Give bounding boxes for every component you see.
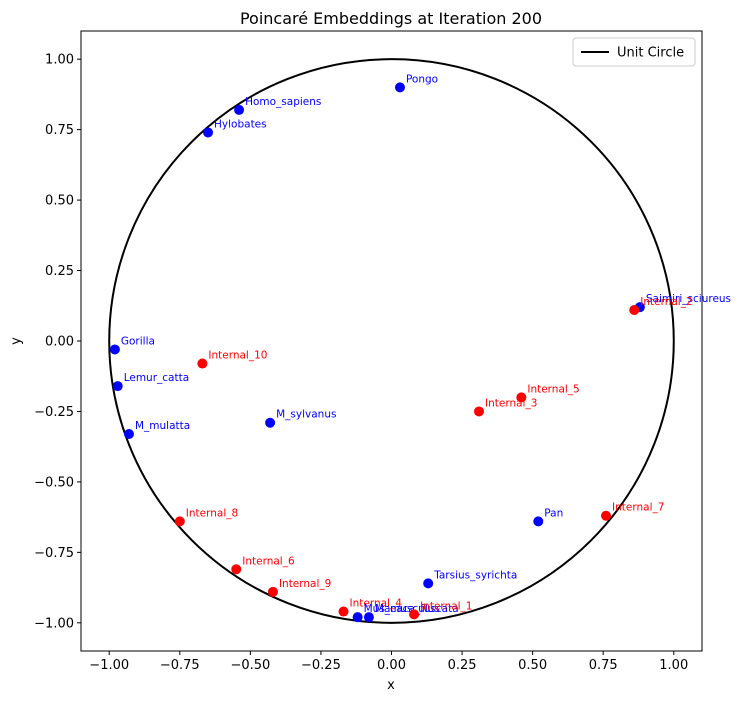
point-label-tarsius-syrichta: Tarsius_syrichta [433, 569, 517, 581]
point-label-hylobates: Hylobates [214, 118, 267, 130]
point-label-mus-musculus: Mus_musculus [364, 603, 440, 615]
unit-circle [108, 58, 675, 624]
point-internal-10 [197, 358, 208, 369]
point-internal-9 [267, 586, 278, 597]
point-label-internal-9: Internal_9 [279, 578, 331, 590]
y-tick-label: −0.75 [34, 546, 74, 561]
point-label-homo-sapiens: Homo_sapiens [245, 96, 321, 108]
point-internal-8 [174, 516, 185, 527]
point-label-internal-3: Internal_3 [485, 397, 537, 409]
point-internal-1 [409, 609, 420, 620]
y-tick-label: 1.00 [45, 53, 74, 68]
legend: Unit Circle [572, 37, 696, 67]
y-tick-label: 0.50 [45, 194, 74, 209]
point-label-macaca-fuscata: Macaca_fuscata [375, 603, 459, 615]
x-axis-label: x [387, 678, 395, 693]
point-label-internal-7: Internal_7 [612, 502, 664, 514]
x-tick-label: 0.50 [518, 658, 547, 673]
point-label-m-sylvanus: M_sylvanus [276, 409, 336, 421]
plot-frame [80, 30, 703, 652]
point-tarsius-syrichta [423, 578, 434, 589]
legend-box [572, 37, 696, 67]
point-internal-2 [629, 305, 640, 315]
point-label-internal-1: Internal_1 [420, 600, 472, 612]
point-gorilla [109, 344, 120, 355]
y-tick-label: −0.50 [34, 475, 74, 490]
y-tick-label: 0.00 [45, 335, 74, 350]
point-homo-sapiens [234, 104, 245, 115]
x-tick-label: −1.00 [89, 658, 129, 673]
x-tick-label: 1.00 [659, 658, 688, 673]
y-tick-label: 0.25 [45, 264, 74, 279]
x-tick-label: −0.25 [301, 658, 341, 673]
x-tick-label: −0.75 [160, 658, 200, 673]
x-tick-label: −0.50 [230, 658, 270, 673]
point-internal-5 [516, 392, 527, 403]
point-pan [533, 516, 544, 527]
point-label-saimiri-sciureus: Saimiri_sciureus [646, 293, 731, 305]
point-internal-7 [601, 510, 612, 521]
point-internal-6 [231, 564, 242, 575]
point-label-pongo: Pongo [406, 73, 438, 85]
point-label-internal-10: Internal_10 [208, 350, 267, 362]
point-label-internal-5: Internal_5 [527, 383, 579, 395]
point-mus-musculus [352, 612, 363, 623]
legend-label-unit-circle: Unit Circle [617, 46, 684, 61]
point-label-gorilla: Gorilla [121, 335, 155, 347]
point-label-internal-8: Internal_8 [186, 507, 238, 519]
x-tick-label: 0.25 [448, 658, 477, 673]
point-macaca-fuscata [363, 612, 374, 623]
y-tick-label: −1.00 [34, 616, 74, 631]
point-m-sylvanus [265, 417, 276, 428]
x-tick-label: 0.75 [589, 658, 618, 673]
x-tick-label: 0.00 [377, 658, 406, 673]
point-hylobates [203, 127, 214, 138]
point-internal-3 [474, 406, 485, 417]
point-label-internal-6: Internal_6 [242, 555, 295, 567]
point-label-m-mulatta: M_mulatta [135, 420, 190, 432]
point-m-mulatta [123, 429, 134, 439]
point-label-internal-2: Internal_2 [640, 296, 692, 308]
y-tick-label: −0.25 [34, 405, 74, 420]
chart-title: Poincaré Embeddings at Iteration 200 [240, 9, 542, 28]
y-tick-label: 0.75 [45, 123, 74, 138]
point-pongo [394, 82, 405, 93]
point-label-internal-4: Internal_4 [350, 598, 403, 610]
point-lemur-catta [112, 381, 123, 392]
point-internal-4 [338, 606, 349, 617]
y-axis-label: y [9, 337, 24, 345]
point-label-lemur-catta: Lemur_catta [124, 372, 189, 384]
point-label-pan: Pan [544, 507, 563, 519]
